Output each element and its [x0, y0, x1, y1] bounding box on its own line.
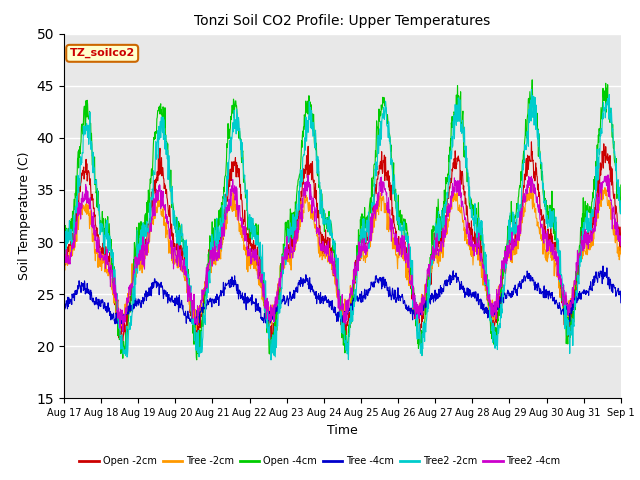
- Tree -2cm: [617, 245, 625, 251]
- Open -4cm: [502, 253, 509, 259]
- Open -2cm: [502, 266, 509, 272]
- Open -2cm: [170, 244, 178, 250]
- Open -2cm: [184, 278, 191, 284]
- Tree -2cm: [551, 262, 559, 267]
- Tree -4cm: [617, 300, 625, 306]
- Open -4cm: [193, 357, 200, 363]
- Tree2 -4cm: [246, 250, 254, 256]
- Tree2 -4cm: [429, 247, 437, 253]
- Tree -4cm: [246, 298, 254, 303]
- Open -2cm: [527, 139, 535, 145]
- Tree2 -4cm: [60, 251, 68, 256]
- Tree -2cm: [60, 264, 68, 270]
- Tree2 -4cm: [617, 243, 625, 249]
- Tree -2cm: [116, 328, 124, 334]
- Tree2 -4cm: [502, 260, 509, 266]
- Tree2 -2cm: [60, 230, 68, 236]
- Tree2 -4cm: [604, 172, 612, 178]
- Open -4cm: [246, 218, 254, 224]
- Legend: Open -2cm, Tree -2cm, Open -4cm, Tree -4cm, Tree2 -2cm, Tree2 -4cm: Open -2cm, Tree -2cm, Open -4cm, Tree -4…: [76, 453, 564, 470]
- Open -2cm: [429, 253, 437, 259]
- Open -4cm: [60, 232, 68, 238]
- Text: TZ_soilco2: TZ_soilco2: [70, 48, 135, 59]
- Tree -2cm: [246, 266, 254, 272]
- Tree -2cm: [598, 181, 605, 187]
- Tree2 -2cm: [617, 198, 625, 204]
- Tree -2cm: [171, 261, 179, 267]
- Title: Tonzi Soil CO2 Profile: Upper Temperatures: Tonzi Soil CO2 Profile: Upper Temperatur…: [195, 14, 490, 28]
- Open -4cm: [184, 275, 191, 281]
- Tree2 -4cm: [551, 248, 559, 254]
- Line: Tree2 -4cm: Tree2 -4cm: [64, 175, 621, 332]
- Tree -4cm: [551, 301, 559, 307]
- Line: Open -4cm: Open -4cm: [64, 80, 621, 360]
- Tree2 -2cm: [429, 257, 437, 263]
- Open -2cm: [60, 250, 68, 256]
- Tree -2cm: [429, 260, 437, 265]
- Tree -4cm: [502, 296, 509, 301]
- X-axis label: Time: Time: [327, 424, 358, 437]
- Open -4cm: [552, 230, 559, 236]
- Tree2 -2cm: [246, 223, 254, 229]
- Tree -4cm: [599, 263, 607, 269]
- Tree2 -2cm: [267, 357, 275, 363]
- Tree2 -4cm: [184, 282, 192, 288]
- Line: Tree -4cm: Tree -4cm: [64, 266, 621, 324]
- Tree -4cm: [170, 299, 178, 304]
- Tree2 -4cm: [119, 329, 127, 335]
- Open -4cm: [429, 223, 437, 228]
- Tree -4cm: [184, 308, 191, 314]
- Tree2 -2cm: [527, 86, 535, 92]
- Open -2cm: [552, 240, 559, 245]
- Tree2 -2cm: [502, 265, 509, 271]
- Tree2 -2cm: [184, 274, 191, 279]
- Open -2cm: [246, 243, 254, 249]
- Open -4cm: [529, 77, 536, 83]
- Y-axis label: Soil Temperature (C): Soil Temperature (C): [18, 152, 31, 280]
- Open -2cm: [617, 224, 625, 230]
- Line: Tree2 -2cm: Tree2 -2cm: [64, 89, 621, 360]
- Line: Open -2cm: Open -2cm: [64, 142, 621, 345]
- Open -2cm: [192, 342, 200, 348]
- Line: Tree -2cm: Tree -2cm: [64, 184, 621, 331]
- Tree -4cm: [429, 296, 437, 301]
- Tree -2cm: [184, 295, 192, 300]
- Tree -2cm: [502, 258, 509, 264]
- Tree2 -2cm: [170, 217, 178, 223]
- Tree -4cm: [60, 304, 68, 310]
- Open -4cm: [617, 182, 625, 188]
- Tree2 -4cm: [171, 247, 179, 252]
- Tree2 -2cm: [552, 228, 559, 233]
- Open -4cm: [170, 212, 178, 217]
- Tree -4cm: [192, 322, 200, 327]
